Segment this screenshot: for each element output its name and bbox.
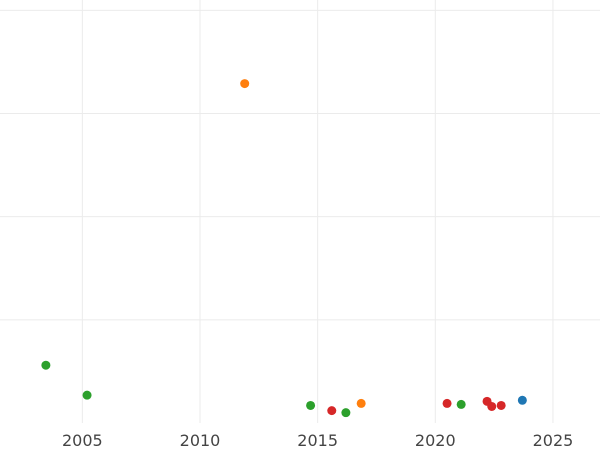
x-tick-label: 2010 [180,431,221,450]
data-point-s1-p1 [356,398,366,408]
data-point-s2-p4 [496,400,506,410]
x-tick-label: 2020 [415,431,456,450]
data-point-s0-p1 [82,390,92,400]
data-points [41,79,527,418]
data-point-s2-p3 [487,401,497,411]
data-point-s2-p0 [327,406,337,416]
data-point-s0-p4 [456,399,466,409]
x-tick-label: 2025 [533,431,574,450]
data-point-s2-p1 [442,398,452,408]
x-tick-label: 2015 [297,431,338,450]
x-axis-tick-labels: 2005 2010 2015 2020 2025 [62,431,573,450]
data-point-s0-p0 [41,360,51,370]
x-tick-label: 2005 [62,431,103,450]
gridlines [0,0,600,423]
data-point-s3-p0 [517,395,527,405]
data-point-s0-p3 [341,408,351,418]
data-point-s1-p0 [240,79,250,89]
data-point-s0-p2 [306,400,316,410]
